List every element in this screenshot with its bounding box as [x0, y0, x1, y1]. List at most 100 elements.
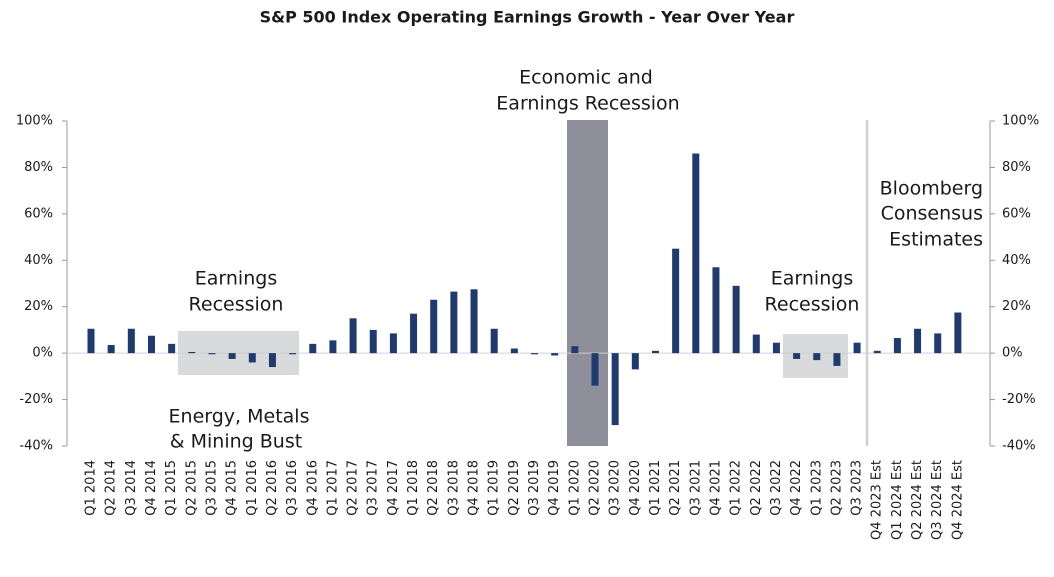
x-tick-label: Q2 2020: [588, 460, 603, 516]
annotation: Economic and: [519, 67, 653, 89]
x-tick-label: Q2 2017: [346, 460, 361, 516]
annotation: Earnings Recession: [496, 93, 679, 115]
recession-shade: [567, 120, 608, 446]
bar: [510, 348, 518, 354]
annotation: Earnings: [771, 268, 853, 290]
bar: [228, 353, 236, 359]
y2-tick-label: 40%: [1002, 253, 1031, 268]
bar: [188, 351, 196, 354]
x-tick-label: Q4 2024 Est: [950, 460, 965, 540]
bar: [309, 343, 317, 354]
bar: [672, 248, 680, 354]
x-tick-label: Q1 2019: [487, 460, 502, 516]
annotation: Consensus: [881, 203, 983, 225]
y-tick-label: 80%: [24, 160, 53, 175]
bar: [208, 353, 216, 355]
x-tick-label: Q1 2023: [809, 460, 824, 516]
bar: [772, 342, 780, 354]
chart-title: S&P 500 Index Operating Earnings Growth …: [260, 8, 795, 27]
bar: [87, 328, 95, 354]
bar: [752, 334, 760, 354]
bar: [450, 291, 458, 354]
bar: [490, 328, 498, 354]
y-tick-label: 20%: [24, 299, 53, 314]
x-tick-label: Q3 2014: [124, 460, 139, 516]
x-tick-label: Q2 2021: [668, 460, 683, 516]
bar: [793, 353, 801, 359]
x-tick-label: Q4 2018: [467, 460, 482, 516]
bar: [430, 299, 438, 354]
bar: [712, 267, 720, 354]
x-tick-label: Q1 2015: [164, 460, 179, 516]
x-tick-label: Q3 2024 Est: [930, 460, 945, 540]
annotation: Earnings: [195, 268, 277, 290]
bar: [833, 353, 841, 366]
y2-tick-label: 100%: [1002, 114, 1039, 129]
y-tick-label: 40%: [24, 253, 53, 268]
x-tick-label: Q3 2018: [446, 460, 461, 516]
bar: [470, 289, 478, 354]
bar: [873, 350, 881, 354]
y2-tick-label: 80%: [1002, 160, 1031, 175]
bar: [571, 346, 579, 354]
x-tick-label: Q1 2017: [325, 460, 340, 516]
annotation: Estimates: [889, 229, 983, 251]
x-tick-label: Q1 2014: [84, 460, 99, 516]
x-tick-label: Q4 2021: [708, 460, 723, 516]
x-tick-label: Q3 2016: [285, 460, 300, 516]
bar: [813, 353, 821, 361]
bar: [127, 328, 135, 354]
x-tick-label: Q2 2018: [426, 460, 441, 516]
x-tick-label: Q3 2019: [527, 460, 542, 516]
bar: [410, 313, 418, 354]
x-tick-label: Q3 2023: [850, 460, 865, 516]
x-tick-label: Q4 2015: [225, 460, 240, 516]
x-tick-label: Q3 2017: [366, 460, 381, 516]
y-tick-label: 0%: [32, 346, 53, 361]
x-tick-label: Q4 2023 Est: [870, 460, 885, 540]
x-tick-label: Q4 2016: [305, 460, 320, 516]
annotation: Recession: [765, 294, 860, 316]
bar: [551, 353, 559, 356]
x-tick-label: Q2 2023: [829, 460, 844, 516]
bar: [147, 335, 155, 354]
bar: [107, 345, 115, 354]
bar: [289, 353, 297, 355]
y-tick-label: -40%: [19, 439, 53, 454]
bar: [349, 318, 357, 354]
bar: [732, 285, 740, 354]
x-tick-label: Q3 2022: [769, 460, 784, 516]
y2-tick-label: -40%: [1002, 439, 1036, 454]
bar: [268, 353, 276, 368]
x-tick-label: Q2 2014: [104, 460, 119, 516]
x-tick-label: Q4 2017: [386, 460, 401, 516]
bar: [168, 343, 176, 354]
annotation: Bloomberg: [880, 178, 983, 200]
bar: [611, 353, 619, 426]
x-tick-label: Q2 2015: [184, 460, 199, 516]
y2-tick-label: -20%: [1002, 392, 1036, 407]
x-tick-label: Q1 2018: [406, 460, 421, 516]
x-tick-label: Q3 2021: [688, 460, 703, 516]
bar: [692, 153, 700, 354]
bar: [893, 338, 901, 354]
bar: [934, 333, 942, 354]
annotation: & Mining Bust: [170, 431, 302, 453]
bar: [329, 340, 337, 354]
y2-tick-label: 0%: [1002, 346, 1023, 361]
bar: [631, 353, 639, 370]
bar: [531, 353, 539, 355]
x-tick-label: Q1 2016: [245, 460, 260, 516]
x-tick-label: Q2 2022: [749, 460, 764, 516]
bar: [389, 333, 397, 354]
x-tick-label: Q1 2022: [729, 460, 744, 516]
annotation: Energy, Metals: [169, 406, 310, 428]
bar: [248, 353, 256, 363]
y-tick-label: 60%: [24, 206, 53, 221]
x-tick-label: Q3 2015: [204, 460, 219, 516]
y-tick-label: -20%: [19, 392, 53, 407]
x-tick-label: Q4 2019: [547, 460, 562, 516]
bar: [369, 329, 377, 354]
x-tick-label: Q4 2020: [628, 460, 643, 516]
